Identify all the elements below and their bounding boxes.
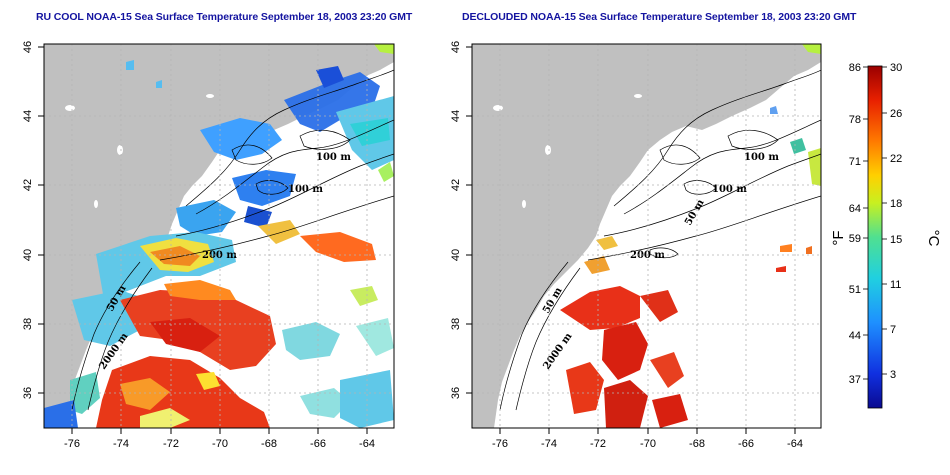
bathymetry-contours bbox=[71, 69, 394, 411]
lon-tick-68: -68 bbox=[689, 438, 705, 450]
lat-tick-46: 46 bbox=[450, 41, 462, 53]
lon-tick-70: -70 bbox=[640, 438, 656, 450]
right-graticule bbox=[472, 44, 821, 428]
left-panel-title: RU COOL NOAA-15 Sea Surface Temperature … bbox=[36, 11, 413, 23]
lat-tick-42: 42 bbox=[450, 179, 462, 191]
celsius-tick: 22 bbox=[890, 153, 902, 165]
bathymetry-contours bbox=[499, 69, 821, 411]
left-lat-axis bbox=[38, 46, 44, 394]
land-mass bbox=[472, 44, 821, 428]
svg-text:100 m: 100 m bbox=[744, 152, 779, 163]
temperature-colorbar: 86 78 71 64 59 51 44 37 30 26 22 18 15 1… bbox=[830, 62, 942, 409]
fahrenheit-tick: 78 bbox=[849, 114, 861, 126]
celsius-tick: 18 bbox=[890, 198, 902, 210]
sst-declouded bbox=[560, 44, 821, 428]
svg-text:100 m: 100 m bbox=[316, 152, 351, 163]
celsius-tick: 11 bbox=[890, 279, 901, 291]
sst-warm-south bbox=[44, 220, 394, 428]
lat-tick-44: 44 bbox=[22, 110, 34, 122]
lon-tick-74: -74 bbox=[541, 438, 557, 450]
land-mass bbox=[44, 44, 394, 428]
lat-tick-40: 40 bbox=[450, 249, 462, 261]
lon-tick-66: -66 bbox=[310, 438, 326, 450]
sst-blue-north bbox=[126, 44, 394, 236]
lon-tick-76: -76 bbox=[64, 438, 80, 450]
lon-tick-74: -74 bbox=[113, 438, 129, 450]
lon-tick-70: -70 bbox=[212, 438, 228, 450]
celsius-tick: 26 bbox=[890, 108, 902, 120]
lon-tick-64: -64 bbox=[359, 438, 375, 450]
fahrenheit-unit-label: °F bbox=[830, 230, 847, 245]
lat-tick-46: 46 bbox=[22, 41, 34, 53]
lon-tick-72: -72 bbox=[163, 438, 179, 450]
left-map-panel: 100 m 100 m 200 m 50 m 2000 m bbox=[22, 41, 395, 450]
left-graticule bbox=[44, 44, 394, 428]
right-lat-axis bbox=[466, 46, 472, 394]
fahrenheit-tick: 37 bbox=[849, 374, 861, 386]
lon-tick-64: -64 bbox=[787, 438, 803, 450]
fahrenheit-tick: 59 bbox=[849, 233, 861, 245]
lon-tick-76: -76 bbox=[492, 438, 508, 450]
celsius-tick: 7 bbox=[890, 324, 896, 336]
celsius-tick: 30 bbox=[890, 62, 902, 74]
fahrenheit-tick: 71 bbox=[849, 156, 861, 168]
fahrenheit-tick: 64 bbox=[849, 203, 861, 215]
lon-tick-68: -68 bbox=[261, 438, 277, 450]
lat-tick-38: 38 bbox=[450, 318, 462, 330]
fahrenheit-tick: 86 bbox=[849, 62, 861, 74]
lat-tick-36: 36 bbox=[450, 387, 462, 399]
lat-tick-36: 36 bbox=[22, 387, 34, 399]
lat-tick-38: 38 bbox=[22, 318, 34, 330]
lon-tick-66: -66 bbox=[738, 438, 754, 450]
lat-tick-42: 42 bbox=[22, 179, 34, 191]
celsius-unit-label: °C bbox=[925, 230, 942, 247]
svg-text:100 m: 100 m bbox=[712, 184, 747, 195]
fahrenheit-tick: 44 bbox=[849, 330, 861, 342]
celsius-tick: 3 bbox=[890, 369, 896, 381]
left-lon-axis bbox=[71, 428, 368, 434]
lat-tick-40: 40 bbox=[22, 249, 34, 261]
right-lon-axis bbox=[499, 428, 796, 434]
right-panel-title: DECLOUDED NOAA-15 Sea Surface Temperatur… bbox=[462, 11, 857, 23]
lon-tick-72: -72 bbox=[590, 438, 606, 450]
right-map-panel: 100 m 100 m 50 m 200 m 50 m 2000 m bbox=[450, 41, 822, 450]
svg-text:100 m: 100 m bbox=[288, 184, 323, 195]
lat-tick-44: 44 bbox=[450, 110, 462, 122]
celsius-tick: 15 bbox=[890, 234, 902, 246]
fahrenheit-tick: 51 bbox=[849, 284, 861, 296]
